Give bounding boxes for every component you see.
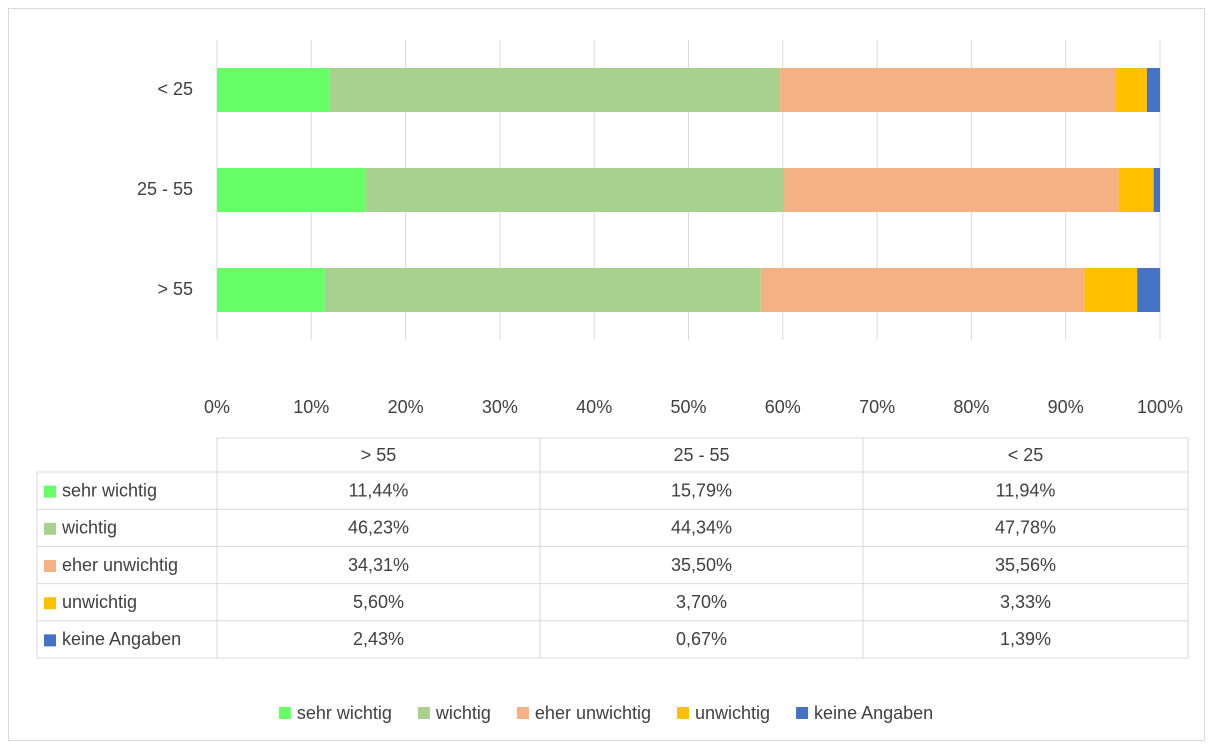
table-row-label: unwichtig	[62, 592, 137, 612]
table-cell: 1,39%	[1000, 629, 1051, 649]
bar-segment	[1118, 168, 1154, 212]
table-cell: 2,43%	[353, 629, 404, 649]
legend-label: keine Angaben	[814, 703, 933, 723]
bar-segment	[780, 68, 1116, 112]
legend-key	[677, 707, 689, 719]
bar-segment	[324, 268, 761, 312]
table-cell: 35,56%	[995, 555, 1056, 575]
x-tick-label: 70%	[859, 397, 895, 417]
bar-segment	[217, 268, 325, 312]
bar-segment	[784, 168, 1119, 212]
x-tick-label: 20%	[388, 397, 424, 417]
table-cell: 0,67%	[676, 629, 727, 649]
table-cell: 44,34%	[671, 518, 732, 538]
legend-key	[278, 707, 291, 719]
y-tick-label: 25 - 55	[137, 179, 193, 199]
table-cell: 35,50%	[671, 555, 732, 575]
bar-segment	[1084, 268, 1138, 312]
table-cell: 3,33%	[1000, 592, 1051, 612]
bar-segment	[1146, 68, 1160, 112]
table-cell: 3,70%	[676, 592, 727, 612]
table-legend-key	[44, 485, 56, 498]
chart-border	[8, 8, 1205, 741]
legend-label: wichtig	[435, 703, 491, 723]
table-row-label: wichtig	[61, 518, 117, 538]
x-tick-label: 60%	[765, 397, 801, 417]
legend-key	[417, 707, 430, 719]
y-tick-label: < 25	[157, 79, 193, 99]
bar-segment	[1153, 168, 1160, 212]
table-row-label: eher unwichtig	[62, 555, 178, 575]
table-header: < 25	[1008, 445, 1044, 465]
table-cell: 15,79%	[671, 480, 732, 500]
bar-segment	[760, 268, 1085, 312]
x-tick-label: 50%	[670, 397, 706, 417]
table-header: 25 - 55	[673, 445, 729, 465]
bar-segment	[1115, 68, 1147, 112]
bar-segment	[217, 168, 366, 212]
table-cell: 11,94%	[996, 480, 1056, 500]
table-legend-key	[44, 522, 56, 535]
x-tick-label: 0%	[204, 397, 230, 417]
x-tick-label: 90%	[1048, 397, 1084, 417]
x-tick-label: 10%	[293, 397, 329, 417]
table-cell: 47,78%	[995, 518, 1056, 538]
x-tick-label: 100%	[1137, 397, 1183, 417]
legend-label: sehr wichtig	[297, 703, 392, 723]
table-cell: 5,60%	[353, 592, 404, 612]
table-cell: 46,23%	[348, 518, 409, 538]
bar-segment	[329, 68, 781, 112]
table-legend-key	[44, 634, 56, 647]
table-row-label: sehr wichtig	[62, 480, 157, 500]
table-row-label: keine Angaben	[62, 629, 181, 649]
bar-segment	[217, 68, 330, 112]
legend-label: unwichtig	[695, 703, 770, 723]
legend-label: eher unwichtig	[535, 703, 651, 723]
legend-key	[516, 707, 529, 719]
table-cell: 34,31%	[348, 555, 409, 575]
bar-segment	[365, 168, 785, 212]
table-legend-key	[44, 560, 56, 572]
table-legend-key	[44, 597, 56, 610]
legend-key	[796, 707, 809, 719]
table-header: > 55	[361, 445, 397, 465]
bar-segment	[1137, 268, 1161, 312]
x-tick-label: 80%	[953, 397, 989, 417]
x-tick-label: 40%	[576, 397, 612, 417]
table-cell: 11,44%	[349, 480, 409, 500]
x-tick-label: 30%	[482, 397, 518, 417]
y-tick-label: > 55	[157, 279, 193, 299]
